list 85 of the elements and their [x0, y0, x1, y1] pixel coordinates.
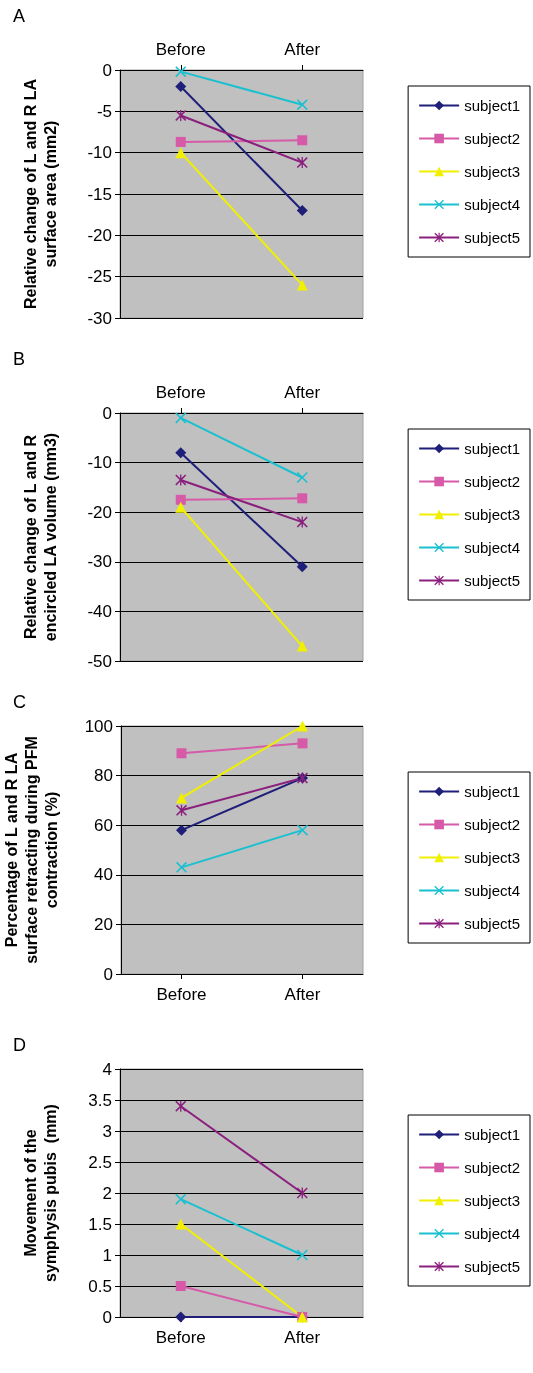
y-tick-label: 1.5	[88, 1214, 112, 1234]
legend-label: subject3	[464, 1192, 521, 1209]
legend-label: subject2	[464, 816, 521, 833]
legend-label: subject2	[464, 130, 521, 147]
chart-title: C	[13, 692, 26, 712]
y-tick-label: 40	[94, 865, 113, 885]
legend-label: subject1	[464, 1126, 521, 1143]
point	[176, 748, 187, 759]
y-tick-label: -5	[96, 101, 112, 121]
x-tick-label: Before	[155, 383, 206, 402]
y-axis-title: Movement of the symphysis pubis (mm)	[21, 1104, 59, 1282]
point	[296, 1249, 308, 1261]
y-tick-label: -10	[87, 453, 112, 473]
legend-label: subject3	[464, 849, 521, 866]
y-tick-label: -40	[87, 601, 112, 621]
legend-label: subject2	[464, 473, 521, 490]
y-tick-label: 60	[94, 815, 113, 835]
legend-label: subject1	[464, 440, 521, 457]
y-tick-label: 100	[84, 716, 113, 736]
x-tick-label: After	[284, 1328, 321, 1347]
y-tick-label: -20	[87, 502, 112, 522]
y-tick-label: 0	[102, 1307, 112, 1327]
y-tick-label: 80	[94, 766, 113, 786]
point	[297, 493, 308, 504]
point	[175, 1193, 187, 1205]
legend-label: subject3	[464, 163, 521, 180]
point	[175, 66, 187, 78]
point	[175, 81, 187, 93]
legend-label: subject3	[464, 506, 521, 523]
point	[175, 1311, 187, 1323]
point	[175, 136, 186, 147]
point	[297, 135, 308, 146]
y-tick-label: 20	[94, 914, 113, 934]
point	[296, 471, 308, 483]
chart-title: D	[13, 1035, 26, 1055]
y-tick-label: 4	[102, 1059, 112, 1079]
legend-label: subject1	[464, 783, 521, 800]
legend-label: subject4	[464, 1225, 521, 1242]
point	[175, 412, 187, 424]
y-tick-label: -50	[87, 651, 112, 671]
chart-title: B	[13, 349, 26, 369]
y-tick-label: 3	[102, 1121, 112, 1141]
point	[297, 738, 308, 749]
x-tick-label: Before	[155, 1328, 206, 1347]
y-tick-label: 2.5	[88, 1152, 112, 1172]
legend-label: subject5	[464, 229, 521, 246]
point	[297, 824, 308, 836]
chart-title: A	[13, 6, 26, 26]
y-tick-label: 3.5	[88, 1090, 112, 1110]
y-tick-label: 0	[102, 403, 112, 423]
y-tick-label: -20	[87, 225, 112, 245]
point	[296, 99, 308, 111]
x-tick-label: After	[284, 985, 321, 1004]
legend-label: subject4	[464, 539, 521, 556]
legend-label: subject4	[464, 882, 521, 899]
y-tick-label: -15	[87, 184, 112, 204]
y-tick-label: 0	[102, 60, 112, 80]
legend-label: subject5	[464, 572, 521, 589]
legend-label: subject5	[464, 1258, 521, 1275]
point	[175, 1281, 186, 1291]
y-axis-title: Percentage of L and R LA surface retracting during PFM contraction (%)	[2, 736, 60, 964]
x-tick-label: Before	[156, 985, 207, 1004]
y-axis-title: Relative change of L and R encircled LA volume (mm3)	[21, 432, 59, 642]
x-tick-label: After	[284, 40, 321, 59]
legend-label: subject1	[464, 97, 521, 114]
x-tick-label: After	[284, 383, 321, 402]
point	[175, 447, 187, 459]
y-tick-label: -30	[87, 308, 112, 328]
y-tick-label: 2	[102, 1183, 112, 1203]
y-tick-label: 1	[102, 1245, 112, 1265]
point	[176, 824, 187, 836]
y-tick-label: -30	[87, 552, 112, 572]
x-tick-label: Before	[155, 40, 206, 59]
point	[175, 1100, 187, 1112]
legend-label: subject4	[464, 196, 521, 213]
point	[296, 205, 308, 217]
point	[176, 861, 187, 873]
legend-label: subject2	[464, 1159, 521, 1176]
y-tick-label: 0	[103, 964, 113, 984]
legend-label: subject5	[464, 915, 521, 932]
point	[296, 561, 308, 573]
y-tick-label: 0.5	[88, 1276, 112, 1296]
y-tick-label: -10	[87, 143, 112, 163]
y-tick-label: -25	[87, 267, 112, 287]
y-axis-title: Relative change of L and R LA surface area (mm2)	[21, 78, 59, 309]
